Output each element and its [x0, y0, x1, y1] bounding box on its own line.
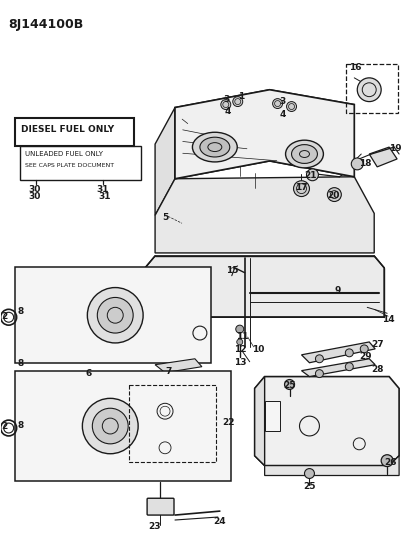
Text: 8: 8	[17, 359, 24, 368]
Text: 24: 24	[212, 517, 225, 526]
Polygon shape	[175, 90, 354, 179]
Text: 25: 25	[283, 381, 295, 390]
Text: 14: 14	[381, 315, 394, 324]
Circle shape	[345, 349, 352, 357]
Circle shape	[87, 288, 143, 343]
Polygon shape	[301, 342, 374, 363]
Polygon shape	[264, 401, 279, 431]
Ellipse shape	[285, 140, 323, 168]
Text: 18: 18	[358, 159, 371, 168]
Polygon shape	[175, 90, 354, 179]
FancyBboxPatch shape	[15, 267, 210, 363]
Circle shape	[272, 99, 282, 109]
Text: SEE CAPS PLATE DOCUMENT: SEE CAPS PLATE DOCUMENT	[25, 163, 113, 168]
Text: 4: 4	[279, 109, 285, 118]
Circle shape	[359, 345, 367, 353]
Text: 17: 17	[295, 183, 307, 192]
Circle shape	[326, 188, 341, 201]
Text: 19: 19	[388, 144, 401, 153]
Text: 29: 29	[358, 352, 371, 361]
Circle shape	[306, 169, 318, 181]
Polygon shape	[254, 377, 398, 466]
Text: UNLEADED FUEL ONLY: UNLEADED FUEL ONLY	[25, 151, 102, 157]
Text: 31: 31	[96, 184, 109, 193]
Circle shape	[220, 100, 230, 109]
Text: 21: 21	[304, 171, 316, 180]
Text: 12: 12	[233, 345, 246, 354]
Text: 5: 5	[162, 213, 168, 222]
Circle shape	[315, 355, 323, 363]
Text: 8: 8	[17, 421, 24, 430]
Text: 30: 30	[28, 184, 41, 193]
Circle shape	[286, 102, 296, 111]
Circle shape	[315, 370, 323, 377]
Circle shape	[236, 339, 242, 345]
Text: 13: 13	[233, 358, 246, 367]
Text: 20: 20	[326, 191, 339, 200]
Polygon shape	[145, 256, 383, 317]
Circle shape	[345, 363, 352, 370]
Text: 1: 1	[237, 92, 243, 101]
Polygon shape	[368, 147, 396, 167]
Ellipse shape	[199, 137, 229, 157]
FancyBboxPatch shape	[15, 370, 230, 481]
Text: 25: 25	[303, 482, 315, 491]
Polygon shape	[254, 377, 264, 466]
Ellipse shape	[192, 132, 237, 162]
Circle shape	[156, 499, 164, 507]
Text: 28: 28	[370, 365, 383, 374]
Circle shape	[380, 455, 392, 466]
Text: 30: 30	[28, 191, 41, 200]
Circle shape	[284, 379, 294, 390]
Circle shape	[232, 96, 242, 107]
Text: 3: 3	[279, 96, 285, 106]
Polygon shape	[155, 359, 201, 373]
Text: 11: 11	[235, 332, 247, 341]
Circle shape	[97, 297, 133, 333]
Text: 8J144100B: 8J144100B	[9, 19, 84, 31]
Text: 7: 7	[164, 367, 171, 376]
Circle shape	[350, 158, 362, 170]
Polygon shape	[155, 108, 175, 215]
Text: 26: 26	[383, 458, 396, 467]
Text: 23: 23	[148, 522, 160, 531]
Text: 16: 16	[348, 63, 361, 72]
Circle shape	[82, 398, 138, 454]
Circle shape	[304, 469, 313, 479]
Text: 2: 2	[2, 422, 8, 431]
Text: DIESEL FUEL ONLY: DIESEL FUEL ONLY	[21, 125, 113, 134]
Circle shape	[356, 78, 380, 102]
Text: 8: 8	[17, 308, 24, 317]
Text: 2: 2	[2, 312, 8, 321]
Polygon shape	[301, 359, 374, 377]
Circle shape	[235, 325, 243, 333]
Circle shape	[92, 408, 128, 444]
Polygon shape	[264, 456, 398, 475]
Text: 31: 31	[98, 191, 111, 200]
Text: 22: 22	[221, 418, 234, 427]
Text: 27: 27	[370, 340, 383, 349]
Polygon shape	[155, 177, 373, 253]
Text: 6: 6	[85, 369, 92, 378]
Text: 3: 3	[223, 95, 230, 103]
FancyBboxPatch shape	[147, 498, 174, 515]
Ellipse shape	[291, 144, 317, 164]
Circle shape	[293, 181, 309, 197]
Text: 9: 9	[334, 286, 340, 295]
Text: 4: 4	[224, 107, 230, 116]
Text: 15: 15	[225, 266, 238, 275]
Text: 10: 10	[251, 345, 263, 354]
